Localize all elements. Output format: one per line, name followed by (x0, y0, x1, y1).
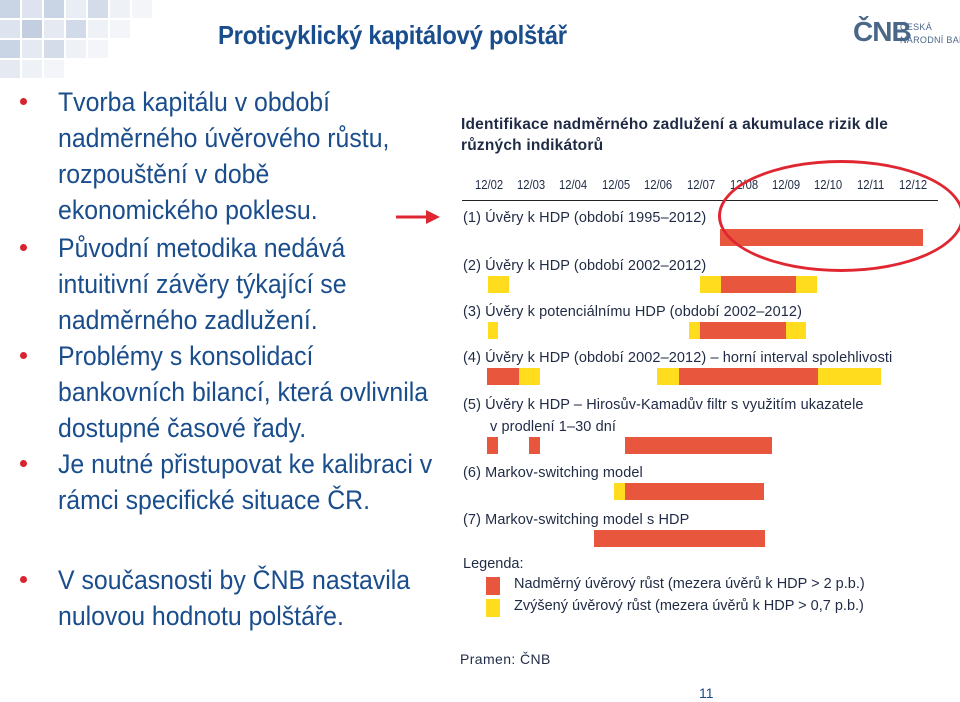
excessive-growth-bar (487, 437, 498, 454)
elevated-growth-bar (689, 322, 700, 339)
arrow-right-icon (396, 210, 440, 224)
bullet-dot-icon (20, 98, 27, 105)
bullet-dot-icon (20, 244, 27, 251)
indicator-label: (1) Úvěry k HDP (období 1995–2012) (463, 210, 707, 226)
elevated-growth-bar (786, 322, 806, 339)
elevated-growth-bar (488, 322, 498, 339)
panel-title: Identifikace nadměrného zadlužení a akum… (461, 114, 888, 156)
bullet-dot-icon (20, 576, 27, 583)
source-note: Pramen: ČNB (460, 651, 551, 667)
indicator-label: (6) Markov-switching model (463, 465, 643, 481)
axis-tick: 12/04 (559, 178, 588, 192)
logo-line2: NÁRODNÍ BANKA (900, 35, 960, 45)
excessive-growth-bar (721, 276, 796, 293)
indicator-label: (7) Markov-switching model s HDP (463, 512, 690, 528)
axis-tick: 12/02 (475, 178, 504, 192)
bullet-text: Původní metodika nedává intuitivní závěr… (58, 233, 347, 335)
logo-line1: ČESKÁ (900, 22, 933, 32)
elevated-growth-bar (796, 276, 817, 293)
excessive-growth-bar (679, 368, 818, 385)
excessive-growth-bar (487, 368, 519, 385)
bullet-text: V současnosti by ČNB nastavila nulovou h… (58, 565, 411, 631)
elevated-growth-bar (488, 276, 509, 293)
page-number: 11 (699, 685, 714, 701)
legend-label: Nadměrný úvěrový růst (mezera úvěrů k HD… (514, 576, 865, 592)
legend-swatch-yellow (486, 599, 500, 617)
excessive-growth-bar (529, 437, 540, 454)
legend-title: Legenda: (463, 556, 524, 572)
elevated-growth-bar (818, 368, 881, 385)
elevated-growth-bar (614, 483, 625, 500)
bullet-dot-icon (20, 352, 27, 359)
elevated-growth-bar (519, 368, 540, 385)
legend-swatch-red (486, 577, 500, 595)
indicator-label: (4) Úvěry k HDP (období 2002–2012) – hor… (463, 350, 893, 366)
excessive-growth-bar (625, 483, 764, 500)
axis-tick: 12/07 (687, 178, 716, 192)
cnb-logo: ČNB ČESKÁ NÁRODNÍ BANKA (853, 16, 960, 52)
highlight-oval (718, 160, 960, 272)
excessive-growth-bar (700, 322, 786, 339)
slide-title: Proticyklický kapitálový polštář (218, 20, 567, 50)
indicator-label: (2) Úvěry k HDP (období 2002–2012) (463, 258, 707, 274)
axis-tick: 12/06 (644, 178, 673, 192)
axis-tick: 12/05 (602, 178, 631, 192)
bullet-dot-icon (20, 460, 27, 467)
indicator-label: (5) Úvěry k HDP – Hirosův-Kamadův filtr … (463, 397, 864, 413)
legend-label: Zvýšený úvěrový růst (mezera úvěrů k HDP… (514, 598, 864, 614)
elevated-growth-bar (657, 368, 679, 385)
bullet-text: Tvorba kapitálu v období nadměrného úvěr… (58, 87, 390, 225)
logo-mark: ČNB (853, 16, 912, 47)
elevated-growth-bar (700, 276, 721, 293)
excessive-growth-bar (625, 437, 772, 454)
panel-title-line1: Identifikace nadměrného zadlužení a akum… (461, 116, 889, 133)
axis-tick: 12/03 (517, 178, 546, 192)
indicator-label-continued: v prodlení 1–30 dní (490, 419, 617, 435)
panel-title-line2: různých indikátorů (461, 137, 604, 154)
excessive-growth-bar (594, 530, 765, 547)
bullet-text: Problémy s konsolidací bankovních bilanc… (58, 341, 429, 443)
bullet-text: Je nutné přistupovat ke kalibraci v rámc… (58, 449, 433, 515)
indicator-label: (3) Úvěry k potenciálnímu HDP (období 20… (463, 304, 803, 320)
